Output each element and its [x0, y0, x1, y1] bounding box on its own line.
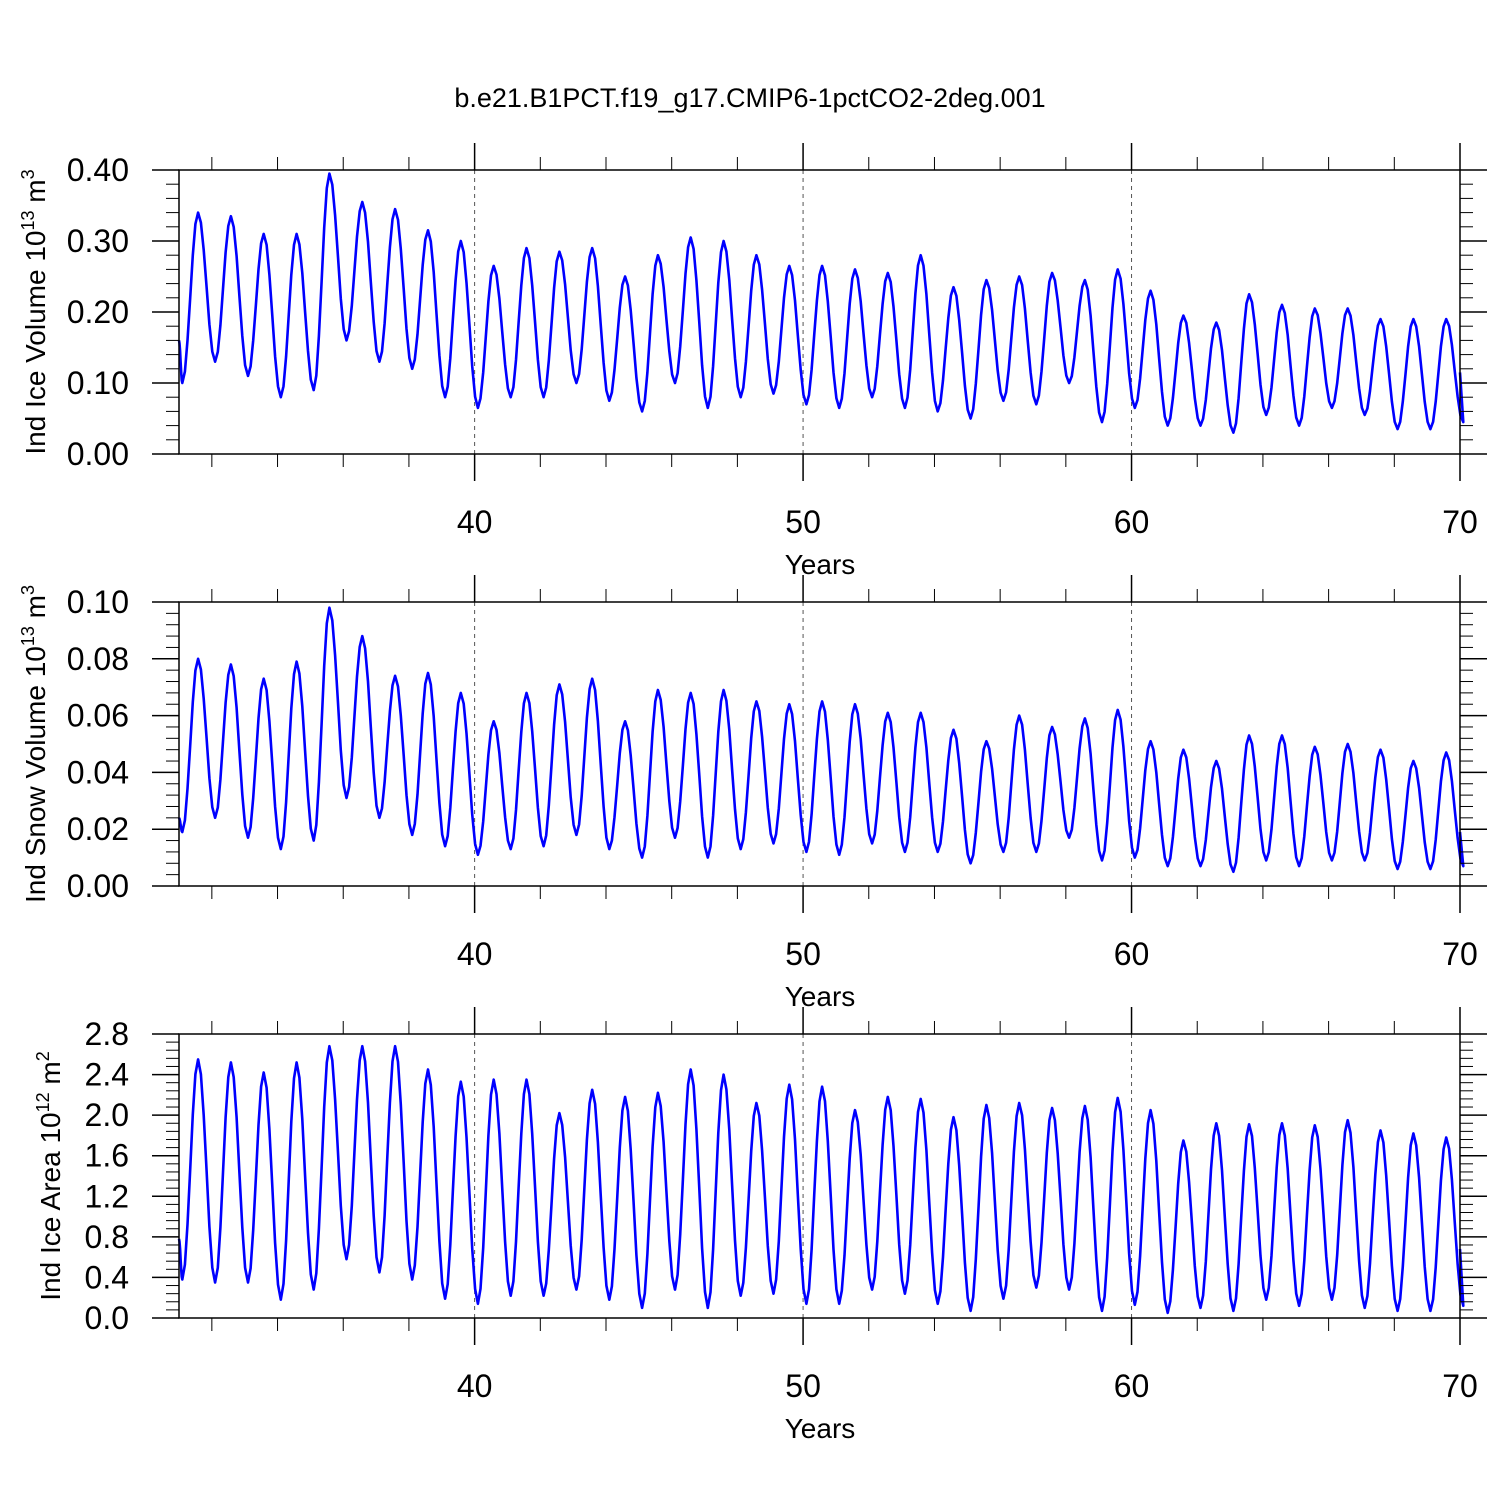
- y-axis-title-unit: m: [35, 1061, 66, 1092]
- y-tick-label: 0.06: [67, 698, 129, 734]
- x-tick-label: 50: [785, 504, 821, 540]
- y-tick-label: 0.0: [85, 1300, 129, 1336]
- y-tick-label: 1.6: [85, 1138, 129, 1174]
- y-tick-label: 0.08: [67, 641, 129, 677]
- y-tick-label: 2.4: [85, 1057, 129, 1093]
- y-tick-label: 0.4: [85, 1259, 129, 1295]
- y-tick-label: 0.10: [67, 365, 129, 401]
- panel-snow-volume: 0.00 0.02 0.04 0.06 0.08 0.10 40 50 60 70 Years Ind…: [18, 575, 1487, 1012]
- y-axis-title: Ind Snow Volume 1013 m3: [18, 585, 51, 903]
- y-tick-label: 1.2: [85, 1178, 129, 1214]
- y-axis-title-exponent: 12: [33, 1092, 53, 1112]
- panels: 0.00 0.10 0.20 0.30 0.40 40 50 60 70 Years Ind Ice…: [18, 143, 1487, 1444]
- x-tick-label: 50: [785, 936, 821, 972]
- y-tick-label: 0.8: [85, 1219, 129, 1255]
- y-axis-title-unit-exponent: 2: [33, 1051, 53, 1061]
- plot-frame: [178, 601, 1461, 887]
- y-axis-title: Ind Ice Volume 1013 m3: [18, 169, 51, 454]
- x-axis-title: Years: [785, 1413, 856, 1444]
- y-axis-title-exponent: 13: [18, 626, 38, 646]
- y-tick-label: 0.40: [67, 152, 129, 188]
- y-axis-title-unit-exponent: 3: [18, 585, 38, 595]
- y-tick-label: 0.30: [67, 223, 129, 259]
- x-tick-label: 70: [1442, 936, 1478, 972]
- x-axis-title: Years: [785, 981, 856, 1012]
- panel-ice-area: 0.0 0.4 0.8 1.2 1.6 2.0 2.4 2.8 40 50 60 70 Years Ind…: [33, 1007, 1487, 1444]
- y-axis-title: Ind Ice Area 1012 m2: [33, 1051, 66, 1301]
- y-tick-label: 0.00: [67, 868, 129, 904]
- y-axis-title-text: Ind Ice Area 10: [35, 1112, 66, 1300]
- y-tick-label: 0.02: [67, 811, 129, 847]
- y-axis-title-text: Ind Ice Volume 10: [20, 231, 51, 455]
- y-tick-label: 0.00: [67, 436, 129, 472]
- plot-frame: [178, 1033, 1461, 1319]
- x-tick-label: 70: [1442, 1368, 1478, 1404]
- y-tick-label: 2.8: [85, 1016, 129, 1052]
- y-tick-label: 2.0: [85, 1097, 129, 1133]
- panel-ice-volume: 0.00 0.10 0.20 0.30 0.40 40 50 60 70 Years Ind Ice…: [18, 143, 1487, 580]
- x-tick-label: 40: [457, 1368, 493, 1404]
- x-tick-label: 40: [457, 936, 493, 972]
- y-axis-title-unit: m: [20, 179, 51, 210]
- y-tick-label: 0.10: [67, 584, 129, 620]
- x-tick-label: 60: [1114, 936, 1150, 972]
- series-line-snow-volume: [177, 606, 1465, 874]
- y-axis-title-unit: m: [20, 595, 51, 626]
- y-axis-title-text: Ind Snow Volume 10: [20, 646, 51, 903]
- x-tick-label: 40: [457, 504, 493, 540]
- y-axis-title-exponent: 13: [18, 210, 38, 230]
- x-axis-title: Years: [785, 549, 856, 580]
- x-tick-label: 50: [785, 1368, 821, 1404]
- x-tick-label: 60: [1114, 504, 1150, 540]
- x-tick-label: 60: [1114, 1368, 1150, 1404]
- y-tick-label: 0.04: [67, 754, 129, 790]
- y-tick-label: 0.20: [67, 294, 129, 330]
- y-axis-title-unit-exponent: 3: [18, 169, 38, 179]
- figure-title: b.e21.B1PCT.f19_g17.CMIP6-1pctCO2-2deg.0…: [454, 83, 1045, 113]
- x-tick-label: 70: [1442, 504, 1478, 540]
- series-line-ice-area: [177, 1044, 1465, 1315]
- series-line-ice-volume: [177, 172, 1465, 434]
